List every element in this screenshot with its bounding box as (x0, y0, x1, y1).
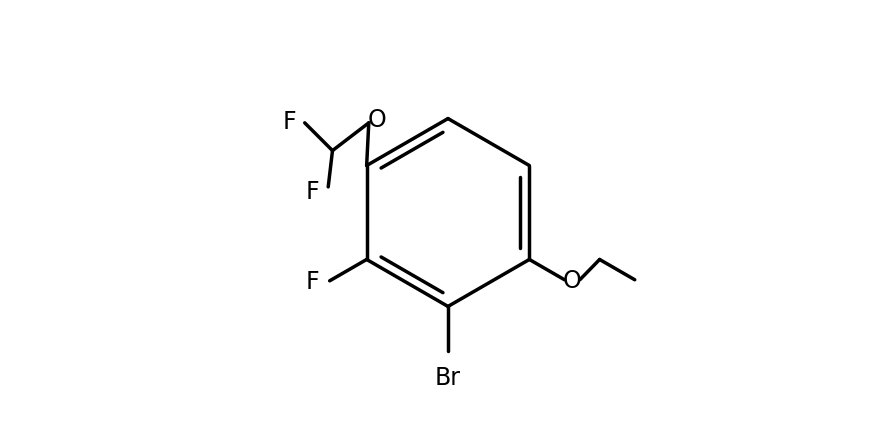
Text: Br: Br (435, 365, 461, 389)
Text: F: F (306, 269, 319, 293)
Text: F: F (306, 180, 320, 204)
Text: O: O (563, 268, 582, 292)
Text: O: O (368, 107, 387, 131)
Text: F: F (282, 109, 297, 133)
